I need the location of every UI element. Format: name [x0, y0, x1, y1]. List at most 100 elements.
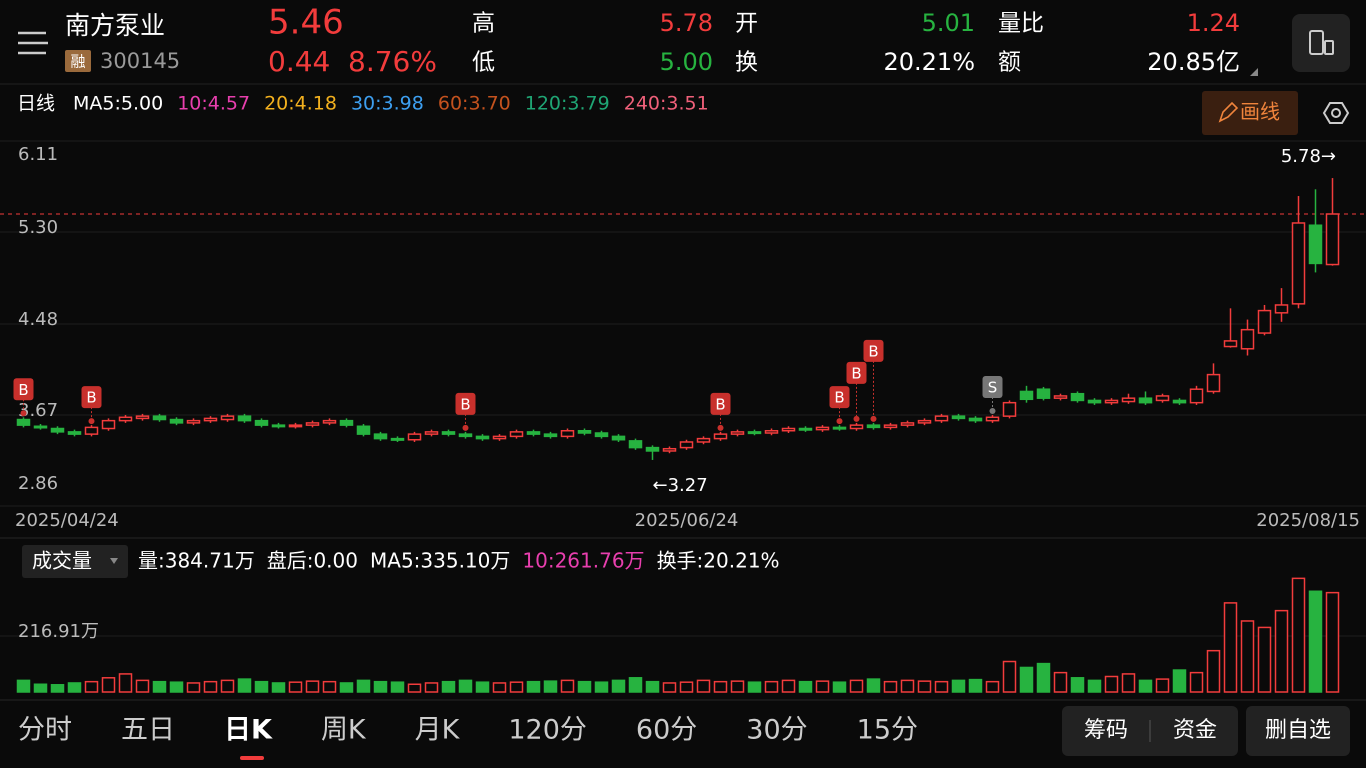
button-box — [1246, 706, 1350, 756]
volume-selector[interactable]: 成交量 — [22, 545, 128, 578]
volume-bar — [152, 680, 167, 693]
y-tick-label: 4.48 — [18, 309, 58, 330]
volume-bar — [951, 679, 966, 693]
candle-body — [594, 432, 609, 438]
menu-icon[interactable] — [18, 31, 48, 55]
volume-bar — [1036, 662, 1051, 693]
signal-marker — [81, 386, 102, 409]
tab[interactable]: 五日 — [121, 715, 175, 746]
stat-value: 5.00 — [660, 48, 713, 76]
candle-body — [1087, 399, 1102, 404]
signal-label: B — [715, 395, 725, 413]
stat-label: 开 — [735, 11, 758, 37]
candle-body — [747, 431, 762, 435]
volume-bar — [713, 680, 728, 693]
price: 5.46 — [268, 3, 344, 43]
badge-box — [65, 50, 91, 72]
volume-chart: 216.91万 — [0, 577, 1366, 693]
tab[interactable]: 周K — [321, 715, 367, 746]
tab[interactable]: 30分 — [746, 715, 807, 746]
tab[interactable]: 月K — [415, 715, 461, 746]
button[interactable]: 筹码 — [1084, 718, 1128, 743]
volume-bar — [305, 680, 320, 693]
tab-underline — [240, 756, 264, 760]
tab[interactable]: 60分 — [636, 715, 697, 746]
y-tick-label: 6.11 — [18, 144, 58, 165]
volume-bar — [662, 682, 677, 693]
volume-bar — [832, 681, 847, 693]
volume-bar — [509, 681, 524, 693]
button[interactable]: 资金 — [1173, 718, 1217, 743]
signal-marker — [846, 361, 867, 384]
candle-body — [917, 419, 932, 424]
volume-bar — [679, 681, 694, 693]
tab[interactable]: 120分 — [508, 715, 587, 746]
draw-button[interactable]: 画线 — [1202, 91, 1298, 135]
volume-bar — [594, 681, 609, 693]
volume-bar — [1172, 669, 1187, 693]
high-annotation: 5.78→ — [1281, 146, 1336, 167]
volume-bar — [883, 680, 898, 693]
volume-bar — [186, 682, 201, 693]
tab[interactable]: 日K — [224, 715, 273, 746]
volume-bar — [441, 680, 456, 693]
candle-body — [951, 415, 966, 420]
volume-bar — [322, 680, 337, 693]
stat-label: 量比 — [998, 11, 1044, 37]
tab[interactable]: 15分 — [857, 715, 918, 746]
volume-bar — [560, 679, 575, 693]
candle-body — [849, 424, 864, 430]
volume-bar — [50, 684, 65, 693]
settings-icon[interactable] — [1322, 102, 1350, 124]
volume-bar — [764, 680, 779, 693]
volume-bar — [1087, 679, 1102, 693]
candle-body — [118, 416, 133, 422]
volume-bar — [781, 679, 796, 693]
volume-bar — [220, 679, 235, 693]
volume-bar — [900, 679, 915, 693]
candle-body — [611, 435, 626, 441]
legend-item: 60:3.70 — [438, 93, 511, 115]
candle-body — [1206, 373, 1221, 393]
volume-bar — [1189, 671, 1204, 693]
volume-bar — [16, 679, 31, 693]
y-tick-label: 2.86 — [18, 473, 58, 494]
signal-marker — [710, 392, 731, 415]
volume-bar — [747, 681, 762, 693]
volume-bar — [101, 677, 116, 693]
signal-marker — [13, 378, 34, 401]
volume-bar — [1019, 666, 1034, 693]
stat-value: 1.24 — [1187, 9, 1240, 37]
legend-item: MA5:335.10万 — [370, 549, 510, 573]
legend-item: 盘后:0.00 — [267, 549, 358, 573]
volume-bar — [271, 682, 286, 693]
candle-body — [152, 415, 167, 421]
candle-body — [1240, 328, 1255, 350]
stat-value: 20.21% — [883, 48, 975, 76]
volume-bar — [730, 680, 745, 693]
ma-legend: MA5:5.00 10:4.57 20:4.18 30:3.98 60:3.70 120:… — [73, 93, 709, 115]
button[interactable]: 删自选 — [1265, 718, 1331, 743]
candle-body — [1274, 304, 1289, 314]
volume-bar — [1308, 590, 1323, 693]
signal-label: B — [868, 342, 878, 360]
candle-body — [1308, 224, 1323, 265]
y-tick-label: 3.67 — [18, 400, 58, 421]
signal-marker — [829, 386, 850, 409]
candle-body — [169, 418, 184, 424]
volume-bar — [492, 682, 507, 693]
tab[interactable]: 分时 — [18, 715, 72, 746]
legend-item: 30:3.98 — [351, 93, 424, 115]
candle-body — [1189, 388, 1204, 404]
candle-body — [101, 419, 116, 430]
candle-body — [985, 416, 1000, 422]
y-tick-label: 5.30 — [18, 217, 58, 238]
candle-body — [441, 431, 456, 435]
volume-selector-label: 成交量 — [32, 549, 92, 573]
candle-body — [84, 426, 99, 435]
legend-item: 换手:20.21% — [657, 549, 780, 573]
signal-dot — [717, 424, 724, 431]
signal-dot — [88, 418, 95, 425]
device-button[interactable] — [1292, 14, 1350, 72]
